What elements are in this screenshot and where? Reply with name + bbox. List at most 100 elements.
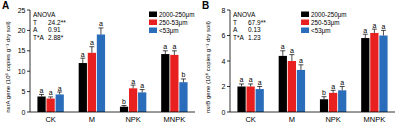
error-bar	[372, 29, 377, 33]
significance-letter: a	[258, 79, 262, 86]
y-tick	[227, 112, 230, 113]
anova-title: ANOVA	[233, 11, 256, 18]
legend: 2000-250μm250-53μm<53μm	[149, 11, 195, 35]
anova-value: 0.91	[48, 26, 61, 33]
plot-marks	[37, 28, 187, 112]
error-bar	[257, 87, 262, 90]
figure: AnxrA gene (10⁶ copies g⁻¹ dry soil)0510…	[0, 0, 400, 130]
significance-letter: a	[331, 83, 335, 90]
significance-letter: a	[90, 39, 94, 46]
legend-swatch	[149, 28, 157, 34]
panel: AnxrA gene (10⁶ copies g⁻¹ dry soil)0510…	[2, 0, 195, 124]
y-tick-label: 20	[18, 27, 26, 34]
significance-letter: a	[40, 87, 44, 94]
error-cap	[163, 50, 168, 51]
error-bar	[48, 97, 53, 99]
error-line	[82, 58, 83, 63]
y-axis	[230, 10, 231, 112]
legend-label: 2000-250μm	[311, 11, 347, 19]
error-bar	[98, 28, 103, 35]
x-tick-label: CK	[45, 115, 55, 124]
error-line	[59, 92, 60, 94]
legend: 2000-250μm250-53μm<53μm	[301, 11, 347, 35]
y-tick	[27, 30, 30, 31]
error-line	[183, 79, 184, 82]
significance-letter: a	[249, 76, 253, 83]
anova-value: 0.13	[248, 26, 261, 33]
bar	[237, 87, 245, 113]
error-cap	[98, 27, 103, 28]
error-cap	[89, 46, 94, 47]
error-line	[165, 51, 166, 54]
significance-letter: a	[140, 82, 144, 89]
anova-label: T*A	[33, 34, 45, 41]
bar	[361, 38, 369, 112]
plot-marks	[237, 29, 387, 112]
error-line	[300, 65, 301, 70]
error-bar	[140, 90, 145, 93]
error-cap	[181, 78, 186, 79]
error-cap	[372, 29, 377, 30]
error-cap	[298, 64, 303, 65]
x-tick-label: M	[289, 115, 295, 124]
error-line	[241, 84, 242, 87]
x-tick-label: MNPK	[364, 115, 386, 124]
error-bar	[181, 79, 186, 82]
error-line	[333, 90, 334, 93]
error-line	[324, 97, 325, 100]
error-cap	[340, 86, 345, 87]
bar	[79, 63, 87, 112]
error-line	[365, 34, 366, 38]
error-bar	[39, 94, 44, 96]
error-cap	[381, 30, 386, 31]
bar	[320, 99, 328, 112]
x-tick-label: MNPK	[164, 115, 186, 124]
y-tick-label: 0	[22, 109, 26, 116]
error-line	[374, 29, 375, 33]
legend-label: 2000-250μm	[159, 11, 195, 19]
significance-letter: a	[131, 78, 135, 85]
bar	[56, 94, 64, 112]
legend-swatch	[149, 20, 157, 26]
error-cap	[363, 34, 368, 35]
panel-label: B	[202, 0, 209, 11]
error-cap	[257, 86, 262, 87]
y-tick-label: 15	[18, 47, 26, 54]
legend-swatch	[301, 28, 309, 34]
bar	[97, 34, 105, 112]
anova-label: T	[233, 19, 237, 26]
error-bar	[289, 55, 294, 61]
error-cap	[131, 85, 136, 86]
bar	[256, 89, 264, 112]
y-tick	[27, 50, 30, 51]
bar	[170, 55, 178, 112]
anova-label: T*A	[233, 34, 245, 41]
significance-letter: a	[99, 20, 103, 27]
error-bar	[239, 84, 244, 87]
error-bar	[331, 90, 336, 93]
error-line	[250, 84, 251, 87]
anova-label: A	[33, 26, 38, 33]
error-bar	[122, 105, 127, 106]
y-axis-label: nxrA gene (10⁶ copies g⁻¹ dry soil)	[5, 21, 11, 113]
y-tick	[227, 61, 230, 62]
error-bar	[381, 30, 386, 35]
bar	[247, 87, 255, 113]
significance-letter: a	[240, 76, 244, 83]
significance-letter: a	[363, 27, 367, 34]
error-cap	[122, 105, 127, 106]
anova-label: A	[233, 26, 238, 33]
error-line	[291, 55, 292, 61]
y-tick	[27, 91, 30, 92]
panel-label: A	[2, 0, 9, 11]
x-tick-label: CK	[245, 115, 255, 124]
panel: BnxrB gene (10⁶ copies g⁻¹ dry soil)0246…	[202, 0, 395, 124]
significance-letter: a	[58, 85, 62, 92]
error-cap	[280, 50, 285, 51]
error-line	[142, 90, 143, 93]
x-tick-label: NPK	[125, 115, 140, 124]
bar	[379, 36, 387, 113]
error-bar	[172, 51, 177, 55]
significance-letter: a	[81, 51, 85, 58]
error-line	[383, 30, 384, 35]
